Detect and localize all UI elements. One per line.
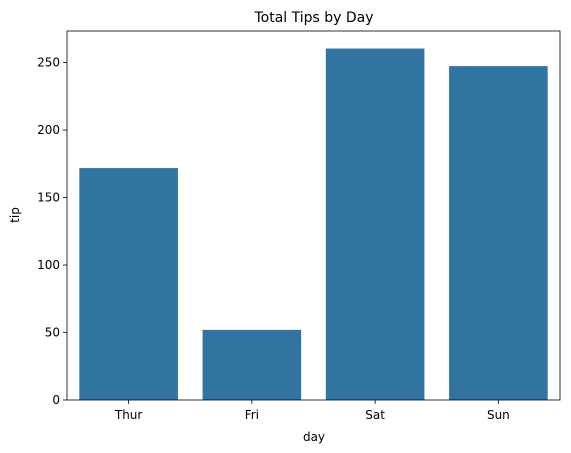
bar-sat <box>325 48 425 401</box>
x-tick-label: Sun <box>487 408 510 422</box>
y-axis: 0 50 100 150 200 250 <box>37 56 67 407</box>
y-tick-label: 150 <box>37 191 60 205</box>
plot-frame <box>66 30 561 401</box>
chart-title: Total Tips by Day <box>253 10 373 26</box>
y-tick-label: 50 <box>45 326 60 340</box>
x-tick-label: Thur <box>114 408 143 422</box>
y-tick-label: 0 <box>52 393 60 407</box>
x-axis: Thur Fri Sat Sun <box>114 400 510 422</box>
x-tick-label: Sat <box>365 408 385 422</box>
y-tick-label: 200 <box>37 123 60 137</box>
bar-fri <box>202 329 302 400</box>
bars-group <box>79 48 548 401</box>
y-axis-label: tip <box>8 207 22 223</box>
bar-sun <box>449 66 548 401</box>
x-tick-label: Fri <box>245 408 259 422</box>
x-axis-label: day <box>303 430 325 444</box>
y-tick-label: 250 <box>37 56 60 70</box>
bar-thur <box>79 168 178 400</box>
y-tick-label: 100 <box>37 258 60 272</box>
